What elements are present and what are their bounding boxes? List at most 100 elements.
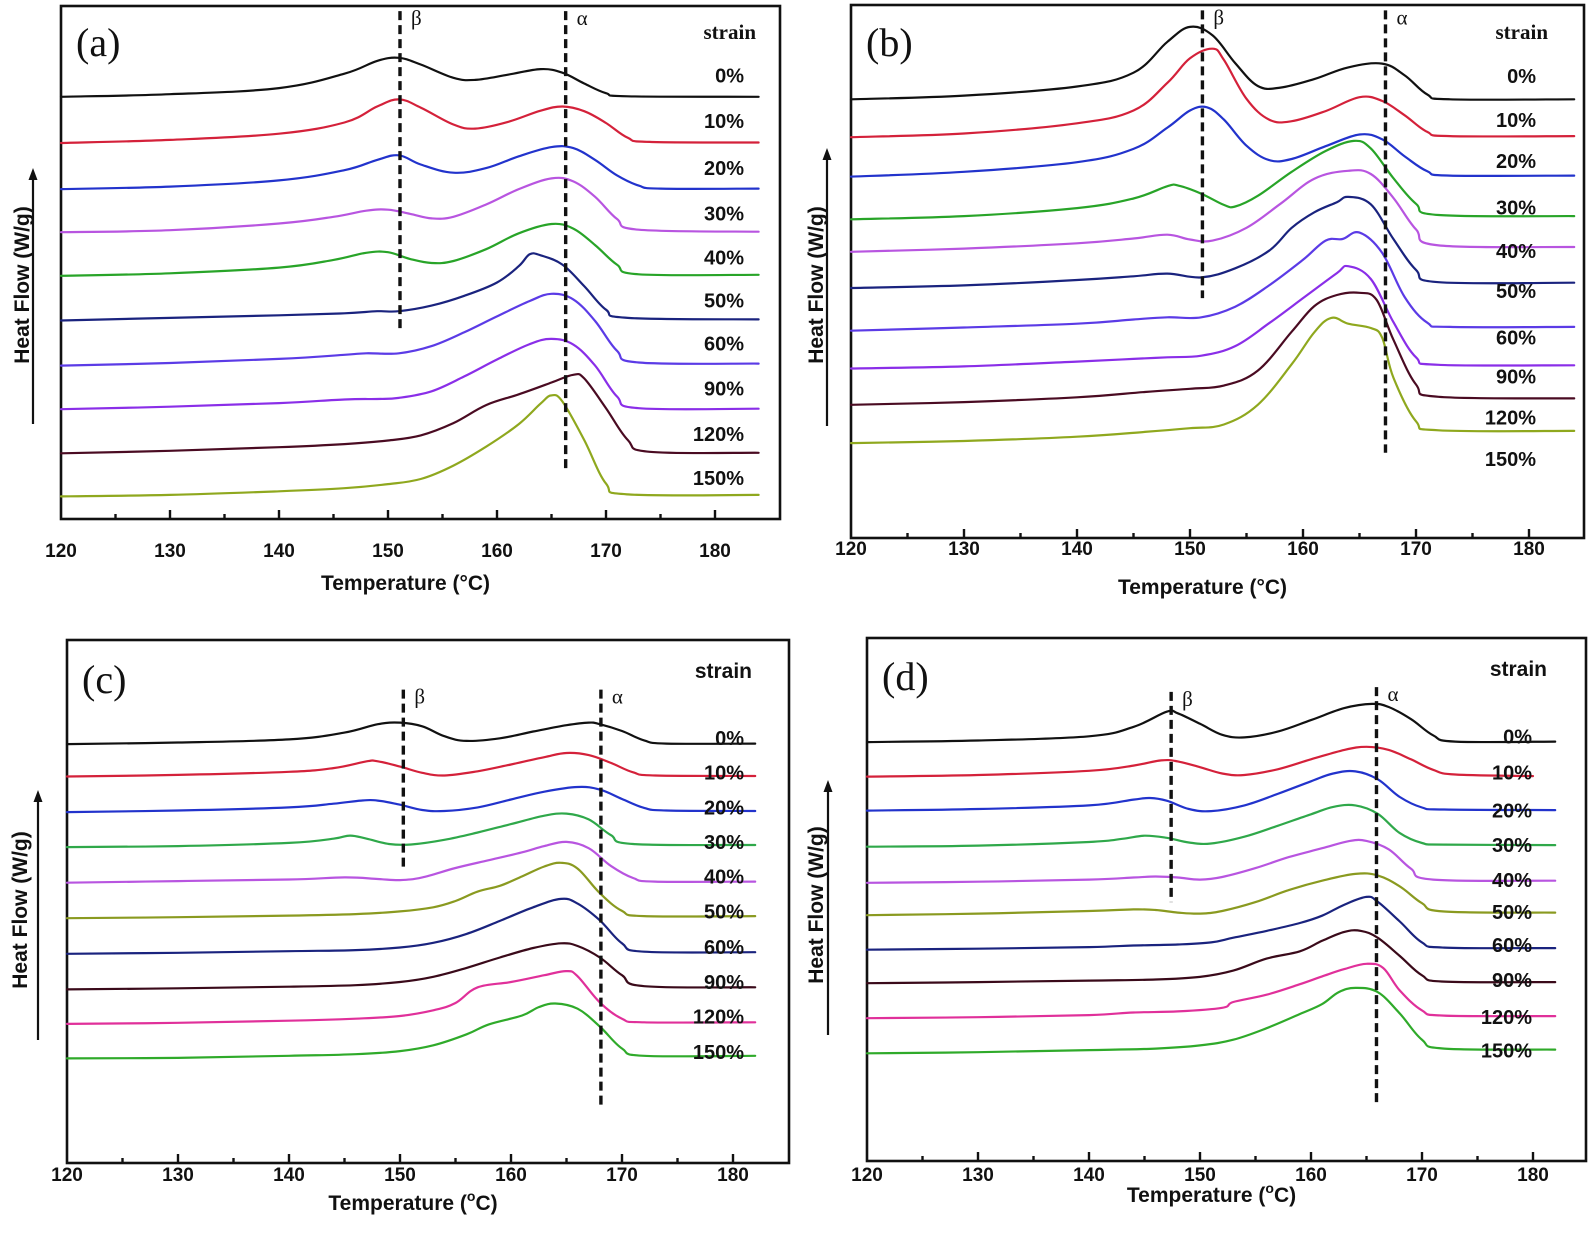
series-label: 120% bbox=[1481, 1007, 1532, 1029]
series-label: 150% bbox=[693, 468, 744, 490]
x-tick-label: 140 bbox=[273, 1165, 305, 1186]
series-line-40pct bbox=[59, 222, 760, 277]
series-line-30pct bbox=[59, 176, 760, 234]
series-label: 150% bbox=[1485, 449, 1536, 471]
series-label: 0% bbox=[715, 728, 744, 750]
plot-frame bbox=[849, 3, 1586, 540]
x-tick-label: 160 bbox=[1287, 539, 1319, 560]
series-label: 60% bbox=[704, 937, 744, 959]
series-label: 150% bbox=[1481, 1041, 1532, 1063]
x-tick-label: 120 bbox=[51, 1165, 83, 1186]
series-line-20pct bbox=[65, 785, 757, 814]
series-label: 10% bbox=[1496, 110, 1536, 132]
x-axis-label: Temperature (°C) bbox=[321, 572, 490, 595]
series-label: 120% bbox=[1485, 408, 1536, 430]
x-tick-label: 160 bbox=[1295, 1165, 1327, 1186]
panel-label: (b) bbox=[866, 20, 913, 65]
phase-label-alpha: α bbox=[1387, 682, 1398, 706]
panel-label: (c) bbox=[82, 657, 126, 702]
series-line-60pct bbox=[849, 231, 1576, 332]
series-label: 40% bbox=[1496, 241, 1536, 263]
y-axis-label: Heat Flow (W/g) bbox=[11, 206, 34, 363]
series-label: 90% bbox=[704, 379, 744, 401]
phase-label-alpha: α bbox=[577, 6, 588, 30]
series-label: 90% bbox=[704, 972, 744, 994]
legend-title: strain bbox=[1496, 20, 1549, 44]
series-line-120pct bbox=[65, 969, 757, 1025]
series-line-40pct bbox=[65, 840, 757, 884]
series-line-20pct bbox=[849, 105, 1576, 178]
series-line-120pct bbox=[849, 291, 1576, 406]
series-label: 50% bbox=[1492, 902, 1532, 924]
plot-frame bbox=[865, 636, 1588, 1163]
x-tick-label: 130 bbox=[162, 1165, 194, 1186]
series-label: 150% bbox=[693, 1042, 744, 1064]
series-line-50pct bbox=[849, 195, 1576, 290]
phase-label-alpha: α bbox=[612, 685, 623, 709]
series-label: 60% bbox=[704, 334, 744, 356]
series-line-10pct bbox=[65, 751, 757, 778]
plot-frame bbox=[65, 638, 791, 1165]
series-line-0pct bbox=[849, 25, 1576, 101]
series-line-30pct bbox=[849, 139, 1576, 221]
series-label: 0% bbox=[1503, 726, 1532, 748]
series-line-90pct bbox=[849, 264, 1576, 370]
x-tick-label: 170 bbox=[606, 1165, 638, 1186]
x-axis-label: Temperature (oC) bbox=[328, 1188, 497, 1215]
series-label: 50% bbox=[704, 901, 744, 923]
x-tick-label: 180 bbox=[717, 1165, 749, 1186]
series-line-30pct bbox=[65, 812, 757, 849]
phase-label-beta: β bbox=[414, 685, 425, 709]
series-label: 40% bbox=[704, 247, 744, 269]
series-label: 40% bbox=[1492, 870, 1532, 892]
plot-frame bbox=[59, 4, 782, 521]
legend-title: strain bbox=[704, 20, 757, 44]
arrow-head-icon bbox=[33, 790, 43, 802]
x-tick-label: 150 bbox=[372, 541, 404, 562]
x-tick-label: 170 bbox=[1406, 1165, 1438, 1186]
x-tick-label: 180 bbox=[1517, 1165, 1549, 1186]
legend-title: strain bbox=[695, 660, 752, 683]
x-tick-label: 160 bbox=[481, 541, 513, 562]
series-label: 30% bbox=[704, 832, 744, 854]
panel-d: 120 130 140 150 160 170 180 Temperature (oC) Hea… bbox=[805, 636, 1588, 1207]
series-line-0pct bbox=[65, 721, 757, 746]
series-label: 50% bbox=[704, 290, 744, 312]
series-line-60pct bbox=[59, 292, 760, 367]
series-label: 40% bbox=[704, 866, 744, 888]
series-line-40pct bbox=[849, 169, 1576, 253]
series-label: 20% bbox=[704, 797, 744, 819]
x-axis-label: Temperature (oC) bbox=[1127, 1180, 1296, 1207]
panel-c: 120 130 140 150 160 170 180 Temperature (oC) Hea… bbox=[9, 638, 791, 1215]
series-label: 20% bbox=[1492, 801, 1532, 823]
series-label: 120% bbox=[693, 424, 744, 446]
series-line-90pct bbox=[59, 337, 760, 411]
panel-a: 120 130 140 150 160 170 180 Temperature (°C) Hea… bbox=[11, 4, 782, 595]
series-line-0pct bbox=[865, 702, 1557, 744]
series-line-60pct bbox=[865, 895, 1557, 951]
series-line-50pct bbox=[865, 872, 1557, 917]
x-tick-label: 140 bbox=[1061, 539, 1093, 560]
series-line-120pct bbox=[59, 372, 760, 455]
series-line-50pct bbox=[59, 252, 760, 322]
series-line-150pct bbox=[865, 986, 1557, 1055]
x-tick-label: 180 bbox=[699, 541, 731, 562]
x-tick-label: 130 bbox=[948, 539, 980, 560]
y-axis-label: Heat Flow (W/g) bbox=[805, 826, 828, 983]
series-label: 30% bbox=[1496, 198, 1536, 220]
x-tick-label: 170 bbox=[590, 541, 622, 562]
series-line-30pct bbox=[865, 803, 1557, 848]
series-line-150pct bbox=[849, 316, 1576, 445]
y-axis-label: Heat Flow (W/g) bbox=[805, 206, 828, 363]
series-line-10pct bbox=[849, 47, 1576, 139]
series-line-150pct bbox=[59, 393, 760, 498]
series-line-0pct bbox=[59, 56, 760, 98]
x-tick-label: 120 bbox=[45, 541, 77, 562]
series-label: 120% bbox=[693, 1007, 744, 1029]
series-label: 10% bbox=[704, 762, 744, 784]
x-tick-label: 140 bbox=[1073, 1165, 1105, 1186]
x-tick-label: 170 bbox=[1400, 539, 1432, 560]
x-axis-label: Temperature (°C) bbox=[1118, 576, 1287, 599]
series-line-90pct bbox=[865, 929, 1557, 985]
